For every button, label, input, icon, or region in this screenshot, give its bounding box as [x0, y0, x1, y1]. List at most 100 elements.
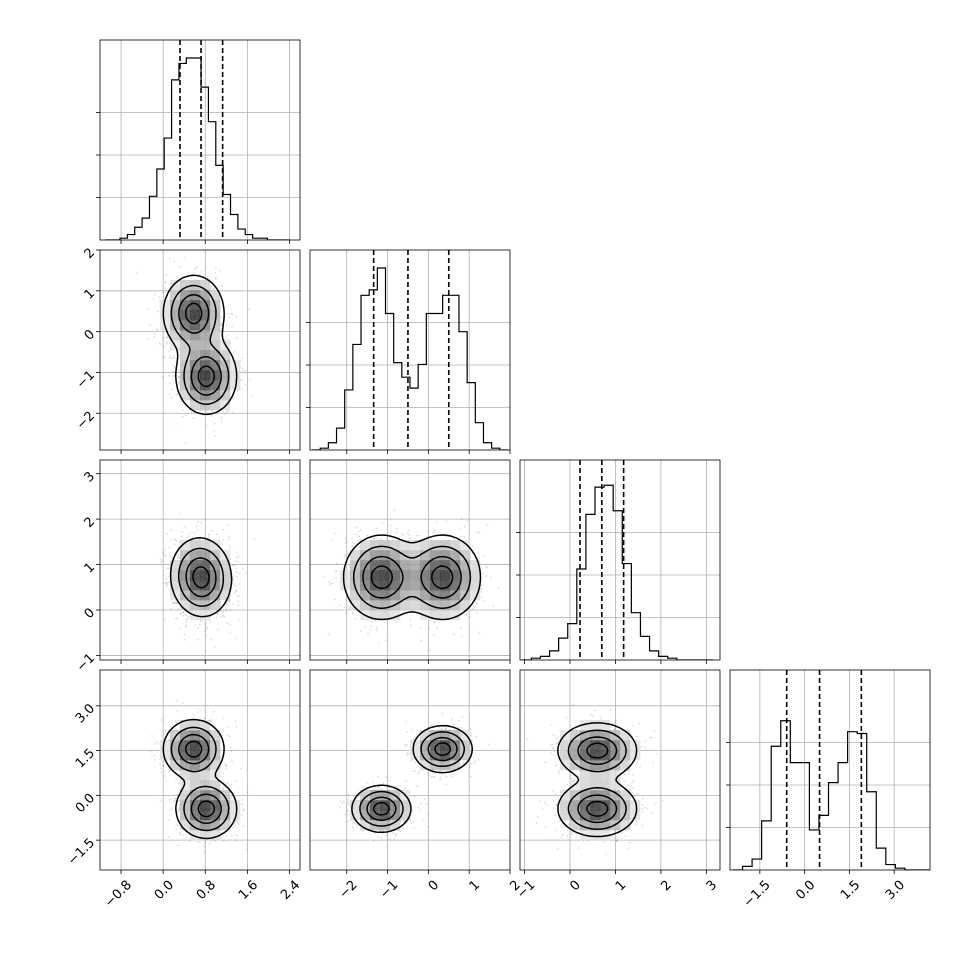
scatter-point [330, 539, 333, 542]
density-cell [190, 580, 201, 591]
scatter-point [173, 375, 176, 377]
scatter-point [432, 532, 435, 534]
density-cell [440, 600, 451, 611]
scatter-point [212, 610, 214, 613]
scatter-point [234, 567, 237, 570]
density-cell [430, 590, 441, 601]
scatter-point [169, 357, 171, 359]
scatter-point [475, 602, 478, 604]
density-cell [360, 540, 371, 551]
scatter-point [460, 635, 463, 638]
scatter-point [231, 411, 234, 414]
scatter-point [331, 582, 334, 585]
scatter-point [348, 605, 350, 608]
density-cell [400, 560, 411, 571]
panel-grid-0-0 [100, 40, 300, 240]
scatter-point [198, 623, 201, 626]
scatter-point [199, 409, 201, 412]
density-cell [450, 570, 461, 581]
scatter-point [369, 628, 372, 631]
density-cell [190, 340, 201, 351]
scatter-point [415, 534, 418, 537]
scatter-point [185, 618, 188, 621]
scatter-point [420, 639, 423, 642]
density-cell [390, 540, 401, 551]
scatter-point [208, 536, 210, 539]
scatter-point [366, 534, 369, 537]
scatter-point [334, 532, 337, 535]
density-cell [400, 540, 411, 551]
scatter-point [352, 612, 354, 615]
scatter-point [242, 567, 245, 570]
scatter-point [180, 612, 182, 615]
scatter-point [227, 312, 229, 315]
scatter-point [452, 633, 455, 636]
scatter-point [210, 287, 213, 290]
scatter-point [358, 535, 360, 538]
scatter-point [182, 611, 185, 613]
density-cell [370, 590, 381, 601]
scatter-point [169, 381, 171, 384]
scatter-point [460, 518, 463, 521]
scatter-point [169, 355, 171, 357]
scatter-point [172, 374, 174, 377]
density-cell [200, 330, 211, 341]
density-cell [190, 310, 201, 321]
scatter-point [344, 537, 347, 540]
scatter-point [335, 570, 338, 573]
density-cell [350, 590, 361, 601]
scatter-point [235, 589, 238, 592]
density-cell [420, 600, 431, 611]
scatter-point [160, 343, 163, 346]
scatter-point [173, 370, 176, 373]
scatter-point [213, 422, 216, 425]
scatter-point [402, 534, 405, 537]
scatter-point [206, 628, 209, 630]
scatter-point [356, 526, 358, 529]
panel-frame-0-0 [99, 39, 301, 241]
scatter-point [248, 308, 250, 311]
scatter-point [225, 324, 228, 327]
scatter-point [460, 535, 463, 538]
scatter-point [166, 585, 169, 588]
scatter-point [158, 296, 161, 299]
density-cell [390, 560, 401, 571]
scatter-point [162, 582, 165, 585]
scatter-point [177, 608, 180, 610]
scatter-point [240, 379, 243, 381]
density-cell [200, 610, 211, 621]
scatter-point [185, 624, 188, 627]
scatter-point [433, 634, 436, 636]
scatter-point [197, 520, 200, 523]
density-cell [390, 550, 401, 561]
density-cell [210, 340, 221, 351]
density-cell [350, 560, 361, 571]
density-cell [200, 550, 211, 561]
scatter-point [360, 528, 362, 531]
scatter-point [229, 609, 232, 612]
density-cell [380, 550, 391, 561]
contour-level [169, 537, 233, 618]
histogram-steps [312, 267, 508, 450]
joint-panel-2-0 [159, 513, 256, 648]
scatter-point [164, 281, 167, 283]
density-cell [220, 390, 231, 401]
scatter-point [170, 807, 173, 809]
scatter-point [162, 346, 165, 348]
scatter-point [358, 530, 360, 533]
scatter-point [209, 620, 211, 623]
scatter-point [478, 531, 481, 534]
density-cell [440, 570, 451, 581]
density-cell [200, 560, 211, 571]
scatter-point [162, 292, 165, 294]
scatter-point [200, 271, 203, 273]
density-cell [460, 580, 471, 591]
scatter-point [168, 546, 171, 549]
density-cells [160, 280, 241, 411]
scatter-point [465, 613, 468, 616]
scatter-point [177, 376, 180, 379]
density-cell [210, 290, 221, 301]
density-cell [180, 340, 191, 351]
scatter-point [229, 546, 231, 549]
density-cell [190, 300, 201, 311]
